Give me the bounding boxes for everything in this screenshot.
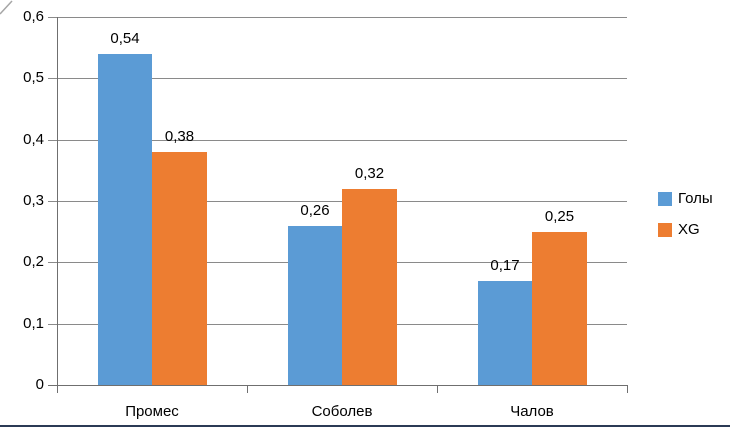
corner-curl-decoration (0, 0, 13, 15)
legend-label: Голы (678, 190, 713, 207)
data-label: 0,26 (300, 202, 330, 219)
legend-swatch-icon (658, 191, 672, 206)
x-axis-tick (437, 385, 438, 393)
bar-series1-cat0 (152, 152, 207, 385)
y-axis-tick-label: 0 (35, 376, 44, 393)
bar-series1-cat1 (342, 189, 397, 385)
data-label: 0,32 (354, 165, 385, 182)
legend-item-series0: Голы (658, 190, 713, 207)
x-axis-tick (627, 385, 628, 393)
chart-legend: Голы XG (658, 190, 713, 238)
data-label: 0,17 (490, 257, 520, 274)
data-label: 0,25 (544, 208, 575, 225)
y-axis-tick-label: 0,6 (23, 8, 44, 25)
x-axis-category-label: Чалов (510, 403, 554, 420)
y-axis-tick-label: 0,2 (23, 253, 44, 270)
x-axis-tick (247, 385, 248, 393)
y-axis-tick-label: 0,1 (23, 315, 44, 332)
bar-series0-cat0 (98, 54, 152, 385)
y-gridline (48, 201, 627, 202)
x-axis-tick (57, 385, 58, 393)
data-label: 0,54 (110, 30, 140, 47)
bottom-border (0, 425, 730, 427)
x-axis-category-label: Промес (125, 403, 179, 420)
data-label: 0,38 (164, 128, 195, 145)
y-gridline (48, 385, 627, 386)
y-axis-tick-label: 0,3 (23, 192, 44, 209)
y-gridline (48, 78, 627, 79)
bar-series0-cat1 (288, 226, 342, 385)
legend-item-series1: XG (658, 221, 713, 238)
y-axis-tick-label: 0,4 (23, 131, 44, 148)
bar-series0-cat2 (478, 281, 532, 385)
y-axis-line (57, 17, 58, 385)
legend-swatch-icon (658, 222, 672, 237)
y-gridline (48, 17, 627, 18)
legend-label: XG (678, 221, 700, 238)
y-gridline (48, 140, 627, 141)
y-axis-tick-label: 0,5 (23, 69, 44, 86)
x-axis-category-label: Соболев (311, 403, 373, 420)
bar-series1-cat2 (532, 232, 587, 385)
